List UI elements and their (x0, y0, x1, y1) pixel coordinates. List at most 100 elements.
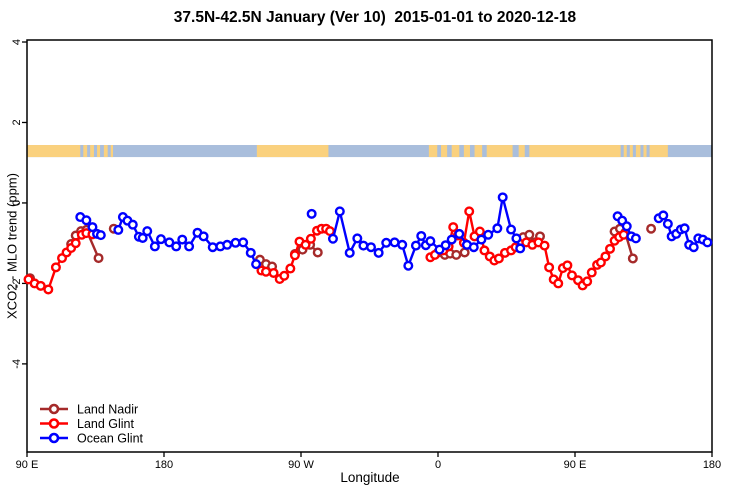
data-point-marker (492, 223, 503, 234)
legend-item-land-nadir: Land Nadir (40, 403, 138, 417)
data-point-marker (515, 243, 526, 254)
data-point-marker (397, 239, 408, 250)
map-band-land-segment (529, 145, 621, 158)
data-point-marker (702, 237, 713, 248)
map-band-land-segment (629, 145, 633, 158)
data-point-marker (127, 219, 138, 230)
x-tick-label: 90 E (564, 459, 587, 471)
data-point-marker (171, 241, 182, 252)
data-point-marker (279, 270, 290, 281)
data-point-marker (87, 222, 98, 233)
data-point-marker (566, 270, 577, 281)
map-band-land-segment (643, 145, 647, 158)
legend-label: Land Glint (77, 417, 135, 431)
map-band-land-segment (83, 145, 88, 158)
data-point-marker (464, 206, 475, 217)
data-point-marker (646, 223, 657, 234)
data-point-marker (93, 253, 104, 264)
data-point-marker (50, 262, 61, 273)
x-tick-label: 90 W (288, 459, 314, 471)
map-band-land-segment (623, 145, 627, 158)
data-point-marker (448, 222, 459, 233)
data-point-marker (539, 240, 550, 251)
data-point-marker (164, 237, 175, 248)
data-point-marker (479, 245, 490, 256)
data-point-marker (207, 242, 218, 253)
data-point-marker (306, 208, 317, 219)
plot-border (26, 39, 713, 453)
data-point-marker (586, 267, 597, 278)
y-tick-label: 0 (11, 200, 23, 206)
data-point-marker (605, 243, 616, 254)
data-point-marker (600, 251, 611, 262)
map-band-land-segment (474, 145, 483, 158)
data-point-marker (483, 229, 494, 240)
x-tick-label: 0 (435, 459, 441, 471)
data-point-marker (251, 259, 262, 270)
data-point-marker (476, 234, 487, 245)
data-point-marker (446, 234, 457, 245)
x-tick-label: 180 (155, 459, 173, 471)
data-point-marker (381, 237, 392, 248)
map-band-land-segment (635, 145, 641, 158)
data-point-marker (142, 226, 153, 237)
legend-marker-icon (48, 403, 60, 415)
data-point-marker (468, 242, 479, 253)
map-band-land-segment (256, 145, 329, 158)
y-tick-label: -2 (11, 279, 23, 289)
map-band-land-segment (441, 145, 448, 158)
data-point-marker (403, 260, 414, 271)
data-point-marker (562, 260, 573, 271)
legend-label: Land Nadir (77, 403, 138, 417)
map-band-land-segment (97, 145, 101, 158)
legend-marker-icon (48, 418, 60, 429)
data-point-marker (198, 231, 209, 242)
y-axis-label: XCO2 - MLO trend (ppm) (4, 173, 20, 319)
data-point-marker (95, 230, 106, 241)
data-point-marker (137, 232, 148, 243)
legend-item-ocean-glint: Ocean Glint (40, 432, 144, 446)
data-point-marker (544, 262, 555, 273)
data-point-marker (630, 233, 641, 244)
map-band-land-segment (103, 145, 108, 158)
data-point-marker (327, 233, 338, 244)
data-point-marker (245, 247, 256, 258)
data-point-marker (334, 206, 345, 217)
data-point-marker (113, 224, 124, 235)
data-point-marker (506, 224, 517, 235)
data-point-marker (410, 240, 421, 251)
series-land-glint (23, 206, 629, 295)
map-band-land-segment (451, 145, 460, 158)
data-point-marker (474, 226, 485, 237)
legend-marker-icon (48, 432, 60, 444)
data-point-marker (238, 237, 249, 248)
map-band-land-segment (428, 145, 438, 158)
data-point-marker (553, 278, 564, 289)
y-tick-label: 2 (11, 119, 23, 125)
map-band-land-segment (486, 145, 513, 158)
data-point-marker (621, 221, 632, 232)
data-point-marker (416, 230, 427, 241)
map-band-land-segment (90, 145, 94, 158)
data-point-marker (149, 241, 160, 252)
legend-item-land-glint: Land Glint (40, 417, 135, 431)
map-band-land-segment (463, 145, 470, 158)
data-point-marker (285, 263, 296, 274)
y-tick-label: 4 (11, 39, 23, 45)
map-band-land-segment (27, 145, 81, 158)
legend-label: Ocean Glint (77, 432, 144, 446)
data-point-marker (440, 240, 451, 251)
series-ocean-glint (75, 192, 713, 271)
map-band-land-segment (110, 145, 114, 158)
x-tick-label: 90 E (16, 459, 39, 471)
data-point-marker (451, 249, 462, 260)
data-point-marker (70, 238, 81, 249)
data-point-marker (312, 247, 323, 258)
data-point-marker (177, 234, 188, 245)
data-point-marker (454, 228, 465, 239)
data-point-marker (305, 233, 316, 244)
data-point-marker (497, 192, 508, 203)
